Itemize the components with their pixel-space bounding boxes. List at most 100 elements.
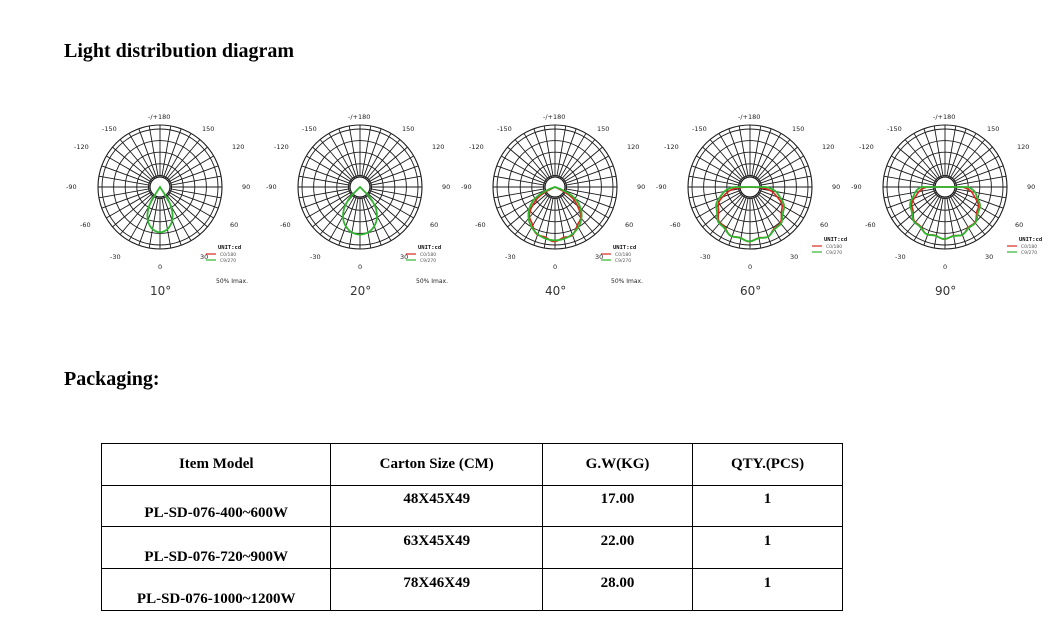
beam-angle-caption: 60° bbox=[740, 284, 762, 298]
tick-label-zero: 0 bbox=[358, 263, 362, 271]
tick-label-n90: -90 bbox=[66, 183, 77, 191]
tick-label-zero: 0 bbox=[553, 263, 557, 271]
tick-label-n120: -120 bbox=[469, 143, 484, 151]
quantity-cell: 1 bbox=[692, 526, 843, 569]
gross-weight-cell: 17.00 bbox=[541, 485, 694, 527]
legend-c0: C0/180 bbox=[615, 252, 631, 258]
tick-label-p90: 90 bbox=[637, 183, 645, 191]
table-row: PL-SD-076-1000~1200W 78X46X49 28.00 1 bbox=[100, 568, 843, 611]
legend-unit: UNIT:cd bbox=[418, 245, 441, 251]
beam-angle-caption: 10° bbox=[150, 284, 172, 298]
tick-label-top: -/+180 bbox=[348, 113, 370, 121]
tick-label-n90: -90 bbox=[851, 183, 862, 191]
legend-imax: 50% Imax. bbox=[611, 278, 643, 285]
tick-label-n120: -120 bbox=[859, 143, 874, 151]
polar-diagram: -/+180 -150 150 -120 120 -90 90 -60 60 -30 30 0 UNIT… bbox=[650, 95, 850, 310]
polar-grid: -/+180 -150 150 -120 120 -90 90 -60 60 -30 30 0 UNIT… bbox=[461, 113, 645, 285]
tick-label-p60: 60 bbox=[625, 221, 633, 229]
tick-label-p30: 30 bbox=[985, 253, 993, 261]
table-row: PL-SD-076-720~900W 63X45X49 22.00 1 bbox=[100, 526, 843, 569]
header-quantity: QTY.(PCS) bbox=[692, 443, 843, 486]
header-carton-size: Carton Size (CM) bbox=[330, 443, 543, 486]
legend-c90: C9/270 bbox=[1021, 250, 1037, 256]
polar-grid: -/+180 -150 150 -120 120 -90 90 -60 60 -30 30 0 UNIT… bbox=[266, 113, 450, 285]
tick-label-p30: 30 bbox=[790, 253, 798, 261]
packaging-heading: Packaging: bbox=[64, 368, 160, 390]
quantity-cell: 1 bbox=[692, 568, 843, 611]
legend-c0: C0/180 bbox=[826, 244, 842, 250]
tick-label-n60: -60 bbox=[865, 221, 876, 229]
tick-label-p120: 120 bbox=[822, 143, 834, 151]
beam-angle-caption: 20° bbox=[350, 284, 372, 298]
polar-diagram: -/+180 -150 150 -120 120 -90 90 -60 60 -30 30 0 UNIT… bbox=[60, 95, 260, 310]
carton-size-cell: 63X45X49 bbox=[330, 526, 543, 569]
tick-label-n60: -60 bbox=[80, 221, 91, 229]
tick-label-p90: 90 bbox=[1027, 183, 1035, 191]
legend-c0: C0/180 bbox=[220, 252, 236, 258]
legend-c90: C9/270 bbox=[615, 258, 631, 264]
tick-label-p150: 150 bbox=[792, 125, 804, 133]
tick-label-n150: -150 bbox=[692, 125, 707, 133]
tick-label-p60: 60 bbox=[230, 221, 238, 229]
tick-label-p60: 60 bbox=[1015, 221, 1023, 229]
tick-label-n120: -120 bbox=[664, 143, 679, 151]
tick-label-p60: 60 bbox=[430, 221, 438, 229]
tick-label-p120: 120 bbox=[627, 143, 639, 151]
tick-label-zero: 0 bbox=[158, 263, 162, 271]
gross-weight-cell: 22.00 bbox=[541, 526, 694, 569]
tick-label-zero: 0 bbox=[943, 263, 947, 271]
legend-c0: C0/180 bbox=[420, 252, 436, 258]
tick-label-n30: -30 bbox=[110, 253, 121, 261]
legend-c0: C0/180 bbox=[1021, 244, 1037, 250]
polar-grid: -/+180 -150 150 -120 120 -90 90 -60 60 -30 30 0 UNIT… bbox=[656, 113, 847, 271]
legend-unit: UNIT:cd bbox=[218, 245, 241, 251]
item-model-cell: PL-SD-076-1000~1200W bbox=[100, 568, 332, 611]
tick-label-p150: 150 bbox=[202, 125, 214, 133]
tick-label-p150: 150 bbox=[987, 125, 999, 133]
light-distribution-heading: Light distribution diagram bbox=[64, 40, 295, 62]
tick-label-n60: -60 bbox=[475, 221, 486, 229]
beam-angle-caption: 40° bbox=[545, 284, 567, 298]
tick-label-p120: 120 bbox=[1017, 143, 1029, 151]
tick-label-n90: -90 bbox=[461, 183, 472, 191]
c90-270-curve bbox=[527, 186, 583, 242]
polar-diagram: -/+180 -150 150 -120 120 -90 90 -60 60 -30 30 0 UNIT… bbox=[845, 95, 1045, 310]
tick-label-p30: 30 bbox=[595, 253, 603, 261]
tick-label-n150: -150 bbox=[302, 125, 317, 133]
carton-size-cell: 78X46X49 bbox=[330, 568, 543, 611]
table-row: PL-SD-076-400~600W 48X45X49 17.00 1 bbox=[100, 485, 843, 527]
header-gross-weight: G.W(KG) bbox=[541, 443, 694, 486]
c90-270-curve bbox=[909, 186, 981, 240]
tick-label-n150: -150 bbox=[102, 125, 117, 133]
quantity-cell: 1 bbox=[692, 485, 843, 527]
legend-imax: 50% Imax. bbox=[216, 278, 248, 285]
tick-label-n60: -60 bbox=[670, 221, 681, 229]
tick-label-n30: -30 bbox=[700, 253, 711, 261]
c90-270-curve bbox=[146, 185, 174, 234]
tick-label-p90: 90 bbox=[442, 183, 450, 191]
legend-c90: C9/270 bbox=[220, 258, 236, 264]
tick-label-p120: 120 bbox=[432, 143, 444, 151]
packaging-header-row: Item Model Carton Size (CM) G.W(KG) QTY.… bbox=[100, 443, 843, 486]
tick-label-n30: -30 bbox=[895, 253, 906, 261]
tick-label-n150: -150 bbox=[887, 125, 902, 133]
packaging-table: Item Model Carton Size (CM) G.W(KG) QTY.… bbox=[100, 443, 843, 611]
item-model-cell: PL-SD-076-720~900W bbox=[100, 526, 332, 569]
tick-label-p120: 120 bbox=[232, 143, 244, 151]
c90-270-curve bbox=[342, 185, 378, 236]
legend-imax: 50% Imax. bbox=[416, 278, 448, 285]
polar-grid: -/+180 -150 150 -120 120 -90 90 -60 60 -30 30 0 UNIT… bbox=[66, 113, 250, 285]
legend-unit: UNIT:cd bbox=[613, 245, 636, 251]
tick-label-n90: -90 bbox=[266, 183, 277, 191]
tick-label-n90: -90 bbox=[656, 183, 667, 191]
tick-label-top: -/+180 bbox=[933, 113, 955, 121]
tick-label-n60: -60 bbox=[280, 221, 291, 229]
tick-label-n150: -150 bbox=[497, 125, 512, 133]
legend-unit: UNIT:cd bbox=[1019, 237, 1042, 243]
header-item-model: Item Model bbox=[100, 443, 332, 486]
tick-label-n120: -120 bbox=[274, 143, 289, 151]
c90-270-curve bbox=[715, 186, 786, 243]
item-model-cell: PL-SD-076-400~600W bbox=[100, 485, 332, 527]
gross-weight-cell: 28.00 bbox=[541, 568, 694, 611]
carton-size-cell: 48X45X49 bbox=[330, 485, 543, 527]
